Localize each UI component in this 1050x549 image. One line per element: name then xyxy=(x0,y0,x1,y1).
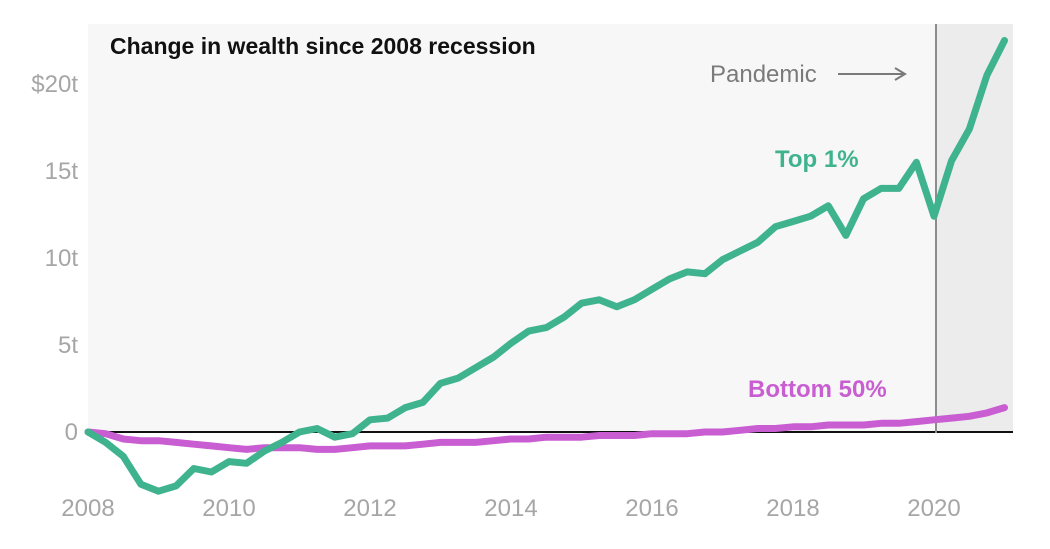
y-tick-label: 15t xyxy=(45,158,79,185)
pandemic-arrow-icon xyxy=(838,67,907,81)
series-lines xyxy=(84,37,1008,495)
series-line-top-1 xyxy=(84,37,1008,495)
series-label-bottom-50: Bottom 50% xyxy=(748,376,887,403)
x-axis-ticks: 2008 2010 2012 2014 2016 2018 2020 xyxy=(61,495,960,522)
x-tick-label: 2012 xyxy=(343,495,396,522)
y-tick-label: 5t xyxy=(58,332,78,359)
x-tick-label: 2016 xyxy=(625,495,678,522)
y-tick-label: $20t xyxy=(31,71,78,98)
x-tick-label: 2018 xyxy=(766,495,819,522)
x-tick-label: 2010 xyxy=(202,495,255,522)
y-tick-label: 10t xyxy=(45,245,79,272)
series-label-top-1: Top 1% xyxy=(775,146,859,173)
x-tick-label: 2008 xyxy=(61,495,114,522)
pandemic-shaded-region xyxy=(936,24,1013,433)
y-axis-ticks: 0 5t 10t 15t $20t xyxy=(31,71,78,446)
plot-background xyxy=(88,24,1013,433)
chart-title: Change in wealth since 2008 recession xyxy=(110,33,536,59)
series-line-bottom-50 xyxy=(84,404,1008,453)
pandemic-annotation-label: Pandemic xyxy=(710,61,817,88)
x-tick-label: 2020 xyxy=(907,495,960,522)
x-tick-label: 2014 xyxy=(484,495,537,522)
y-tick-label: 0 xyxy=(65,419,78,446)
